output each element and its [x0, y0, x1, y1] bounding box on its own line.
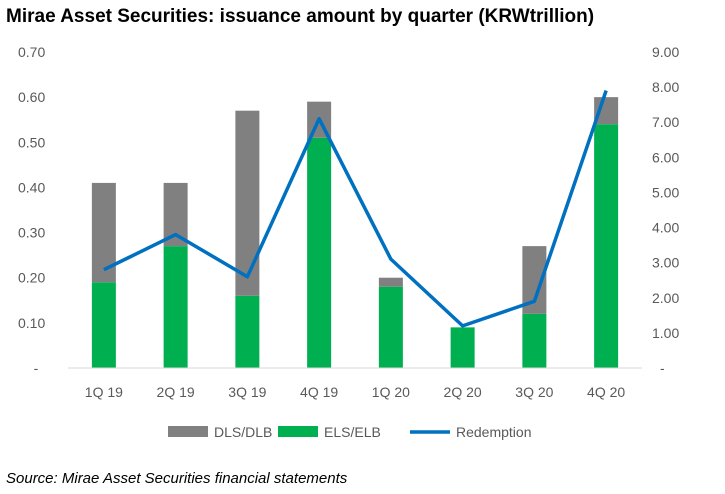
legend-label-redemption: Redemption: [456, 424, 532, 440]
legend-swatch-els-elb: [278, 426, 318, 437]
chart-title: Mirae Asset Securities: issuance amount …: [6, 6, 595, 27]
y-left-tick-label: 0.10: [18, 315, 45, 331]
x-tick-label: 1Q 20: [372, 384, 410, 400]
x-tick-label: 2Q 20: [444, 384, 482, 400]
y-left-tick-label: 0.50: [18, 134, 45, 150]
series-line-redemption: [103, 90, 608, 328]
x-tick-label: 2Q 19: [157, 384, 195, 400]
y-right-tick-label: 3.00: [652, 255, 679, 271]
y-right-tick-label: 5.00: [652, 184, 679, 200]
x-tick-label: 4Q 20: [587, 384, 625, 400]
bar-els-elb-3: [307, 137, 332, 368]
y-right-tick-label: 1.00: [652, 325, 679, 341]
y-right-tick-label: 4.00: [652, 220, 679, 236]
bar-els-elb-7: [594, 124, 619, 368]
bar-dls-dlb-4: [378, 277, 403, 287]
legend-label-els-elb: ELS/ELB: [324, 424, 381, 440]
bar-dls-dlb-1: [163, 182, 188, 247]
source-note: Source: Mirae Asset Securities financial…: [6, 470, 348, 487]
x-tick-label: 4Q 19: [300, 384, 338, 400]
x-tick-label: 3Q 19: [228, 384, 266, 400]
bar-els-elb-0: [91, 282, 116, 368]
y-left-tick-label: 0.30: [18, 225, 45, 241]
y-right-tick-label: 6.00: [652, 149, 679, 165]
y-right-tick-label: 7.00: [652, 114, 679, 130]
y-left-tick-label: 0.40: [18, 179, 45, 195]
y-left-tick-label: -: [34, 360, 39, 376]
legend-swatch-dls-dlb: [168, 426, 208, 437]
bar-els-elb-4: [378, 286, 403, 368]
bar-els-elb-6: [522, 313, 547, 368]
y-left-tick-label: 0.70: [18, 44, 45, 60]
bar-els-elb-2: [235, 295, 260, 368]
y-right-tick-label: 9.00: [652, 44, 679, 60]
y-right-tick-label: 8.00: [652, 79, 679, 95]
x-tick-label: 3Q 20: [515, 384, 553, 400]
x-tick-label: 1Q 19: [85, 384, 123, 400]
bar-els-elb-5: [450, 327, 475, 368]
y-left-tick-label: 0.60: [18, 89, 45, 105]
bar-els-elb-1: [163, 246, 188, 368]
y-right-tick-label: 2.00: [652, 290, 679, 306]
y-left-tick-label: 0.20: [18, 270, 45, 286]
y-right-tick-label: -: [660, 360, 665, 376]
legend-label-dls-dlb: DLS/DLB: [214, 424, 272, 440]
bar-dls-dlb-2: [235, 110, 260, 296]
